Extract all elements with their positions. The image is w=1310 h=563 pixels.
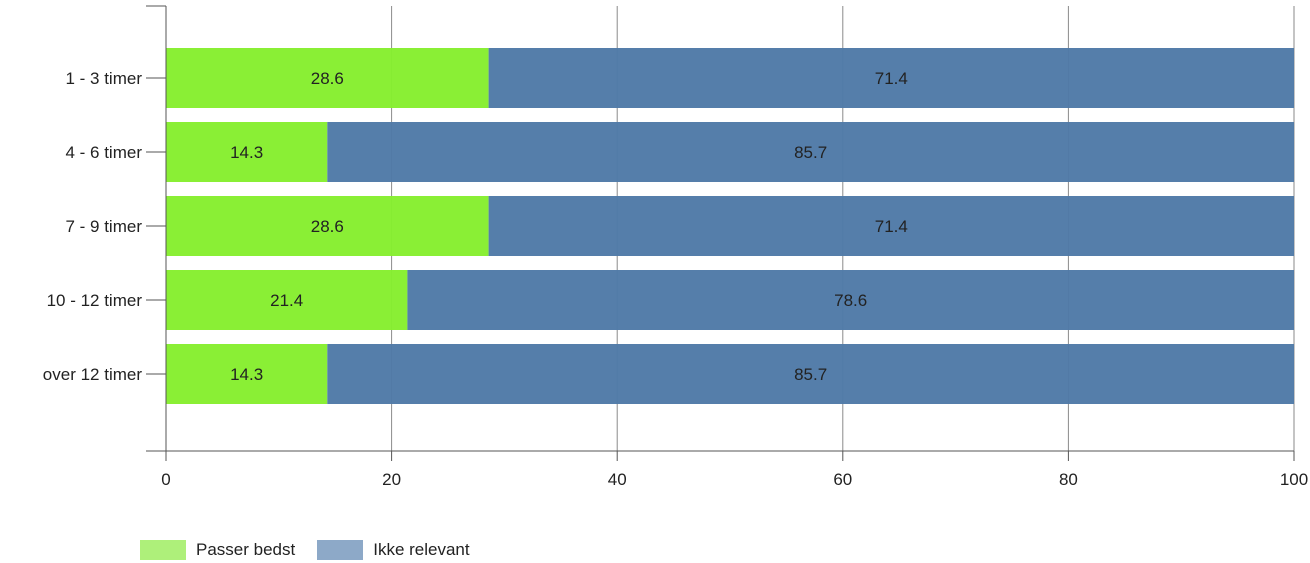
data-label-passer-bedst-10-12-timer: 21.4 xyxy=(270,291,303,310)
data-label-ikke-relevant-7-9-timer: 71.4 xyxy=(875,217,908,236)
data-label-passer-bedst-4-6-timer: 14.3 xyxy=(230,143,263,162)
legend: Passer bedst Ikke relevant xyxy=(140,537,492,563)
bar-passer-bedst-10-12-timer xyxy=(166,270,408,330)
bar-ikke-relevant-10-12-timer xyxy=(407,270,1295,330)
x-tick-label-0: 0 xyxy=(161,470,170,489)
x-tick-label-20: 20 xyxy=(382,470,401,489)
data-label-passer-bedst-1-3-timer: 28.6 xyxy=(311,69,344,88)
legend-swatch-passer-bedst xyxy=(140,540,186,560)
bar-passer-bedst-4-6-timer xyxy=(166,122,328,182)
data-label-passer-bedst-over-12-timer: 14.3 xyxy=(230,365,263,384)
bar-ikke-relevant-over-12-timer xyxy=(327,344,1295,404)
bar-passer-bedst-7-9-timer xyxy=(166,196,489,256)
bar-ikke-relevant-4-6-timer xyxy=(327,122,1295,182)
bar-passer-bedst-over-12-timer xyxy=(166,344,328,404)
bar-passer-bedst-1-3-timer xyxy=(166,48,489,108)
y-tick-label-over-12-timer: over 12 timer xyxy=(43,365,143,384)
data-label-ikke-relevant-10-12-timer: 78.6 xyxy=(834,291,867,310)
bar-ikke-relevant-1-3-timer xyxy=(488,48,1294,108)
legend-label-passer-bedst: Passer bedst xyxy=(196,540,296,559)
data-label-passer-bedst-7-9-timer: 28.6 xyxy=(311,217,344,236)
legend-item-ikke-relevant: Ikke relevant xyxy=(317,540,470,560)
x-tick-label-40: 40 xyxy=(608,470,627,489)
data-label-ikke-relevant-4-6-timer: 85.7 xyxy=(794,143,827,162)
x-tick-label-100: 100 xyxy=(1280,470,1308,489)
y-tick-label-1-3-timer: 1 - 3 timer xyxy=(65,69,142,88)
data-label-ikke-relevant-1-3-timer: 71.4 xyxy=(875,69,908,88)
y-tick-label-10-12-timer: 10 - 12 timer xyxy=(47,291,143,310)
y-tick-label-4-6-timer: 4 - 6 timer xyxy=(65,143,142,162)
stacked-bar-chart: 28.6 71.4 1 - 3 timer 14.3 85.7 4 - 6 timer 28… xyxy=(43,5,1308,489)
legend-item-passer-bedst: Passer bedst xyxy=(140,540,295,560)
legend-label-ikke-relevant: Ikke relevant xyxy=(373,540,470,559)
x-tick-label-80: 80 xyxy=(1059,470,1078,489)
y-tick-label-7-9-timer: 7 - 9 timer xyxy=(65,217,142,236)
x-tick-label-60: 60 xyxy=(833,470,852,489)
bar-ikke-relevant-7-9-timer xyxy=(488,196,1294,256)
legend-swatch-ikke-relevant xyxy=(317,540,364,560)
data-label-ikke-relevant-over-12-timer: 85.7 xyxy=(794,365,827,384)
